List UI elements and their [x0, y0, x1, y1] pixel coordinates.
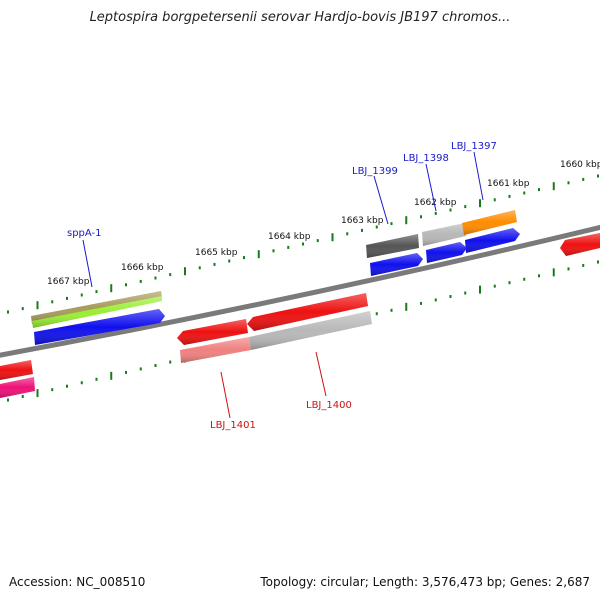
- gene-labels: sppA-1 LBJ_1399 LBJ_1398 LBJ_1397 LBJ_14…: [67, 141, 497, 431]
- tick-label-1664: 1664 kbp: [268, 232, 311, 242]
- tick-label-1661: 1661 kbp: [487, 179, 530, 189]
- tick-label-1665: 1665 kbp: [195, 248, 238, 258]
- gene-label-LBJ_1399[interactable]: LBJ_1399: [352, 166, 398, 177]
- accession-info: Accession: NC_008510: [9, 575, 146, 589]
- gene-label-LBJ_1401[interactable]: LBJ_1401: [210, 420, 256, 431]
- gene-label-sppA-1[interactable]: sppA-1: [67, 228, 102, 239]
- feature-partial-left[interactable]: [0, 360, 33, 380]
- tick-label-1662: 1662 kbp: [414, 198, 457, 208]
- gene-label-LBJ_1397[interactable]: LBJ_1397: [451, 141, 497, 152]
- tick-label-1663: 1663 kbp: [341, 216, 384, 226]
- leader-LBJ_1401: [220, 371, 231, 419]
- leader-LBJ_1398: [425, 163, 437, 212]
- label-leader-lines: [82, 151, 484, 419]
- leader-LBJ_1397: [473, 151, 484, 201]
- gene-label-LBJ_1398[interactable]: LBJ_1398: [403, 153, 449, 164]
- leader-sppA-1: [82, 239, 93, 288]
- gene-label-LBJ_1400[interactable]: LBJ_1400: [306, 400, 352, 411]
- tick-label-1666: 1666 kbp: [121, 263, 164, 273]
- tick-labels: 1667 kbp 1666 kbp 1665 kbp 1664 kbp 1663…: [47, 160, 600, 287]
- feature-partial-left-cds[interactable]: [0, 377, 35, 398]
- tick-label-1660: 1660 kbp: [560, 160, 600, 170]
- map-title: Leptospira borgpetersenii serovar Hardjo…: [89, 10, 511, 25]
- leader-LBJ_1400: [315, 351, 327, 397]
- topology-info: Topology: circular; Length: 3,576,473 bp…: [260, 575, 590, 589]
- tick-label-1667: 1667 kbp: [47, 277, 90, 287]
- leader-LBJ_1399: [373, 175, 389, 225]
